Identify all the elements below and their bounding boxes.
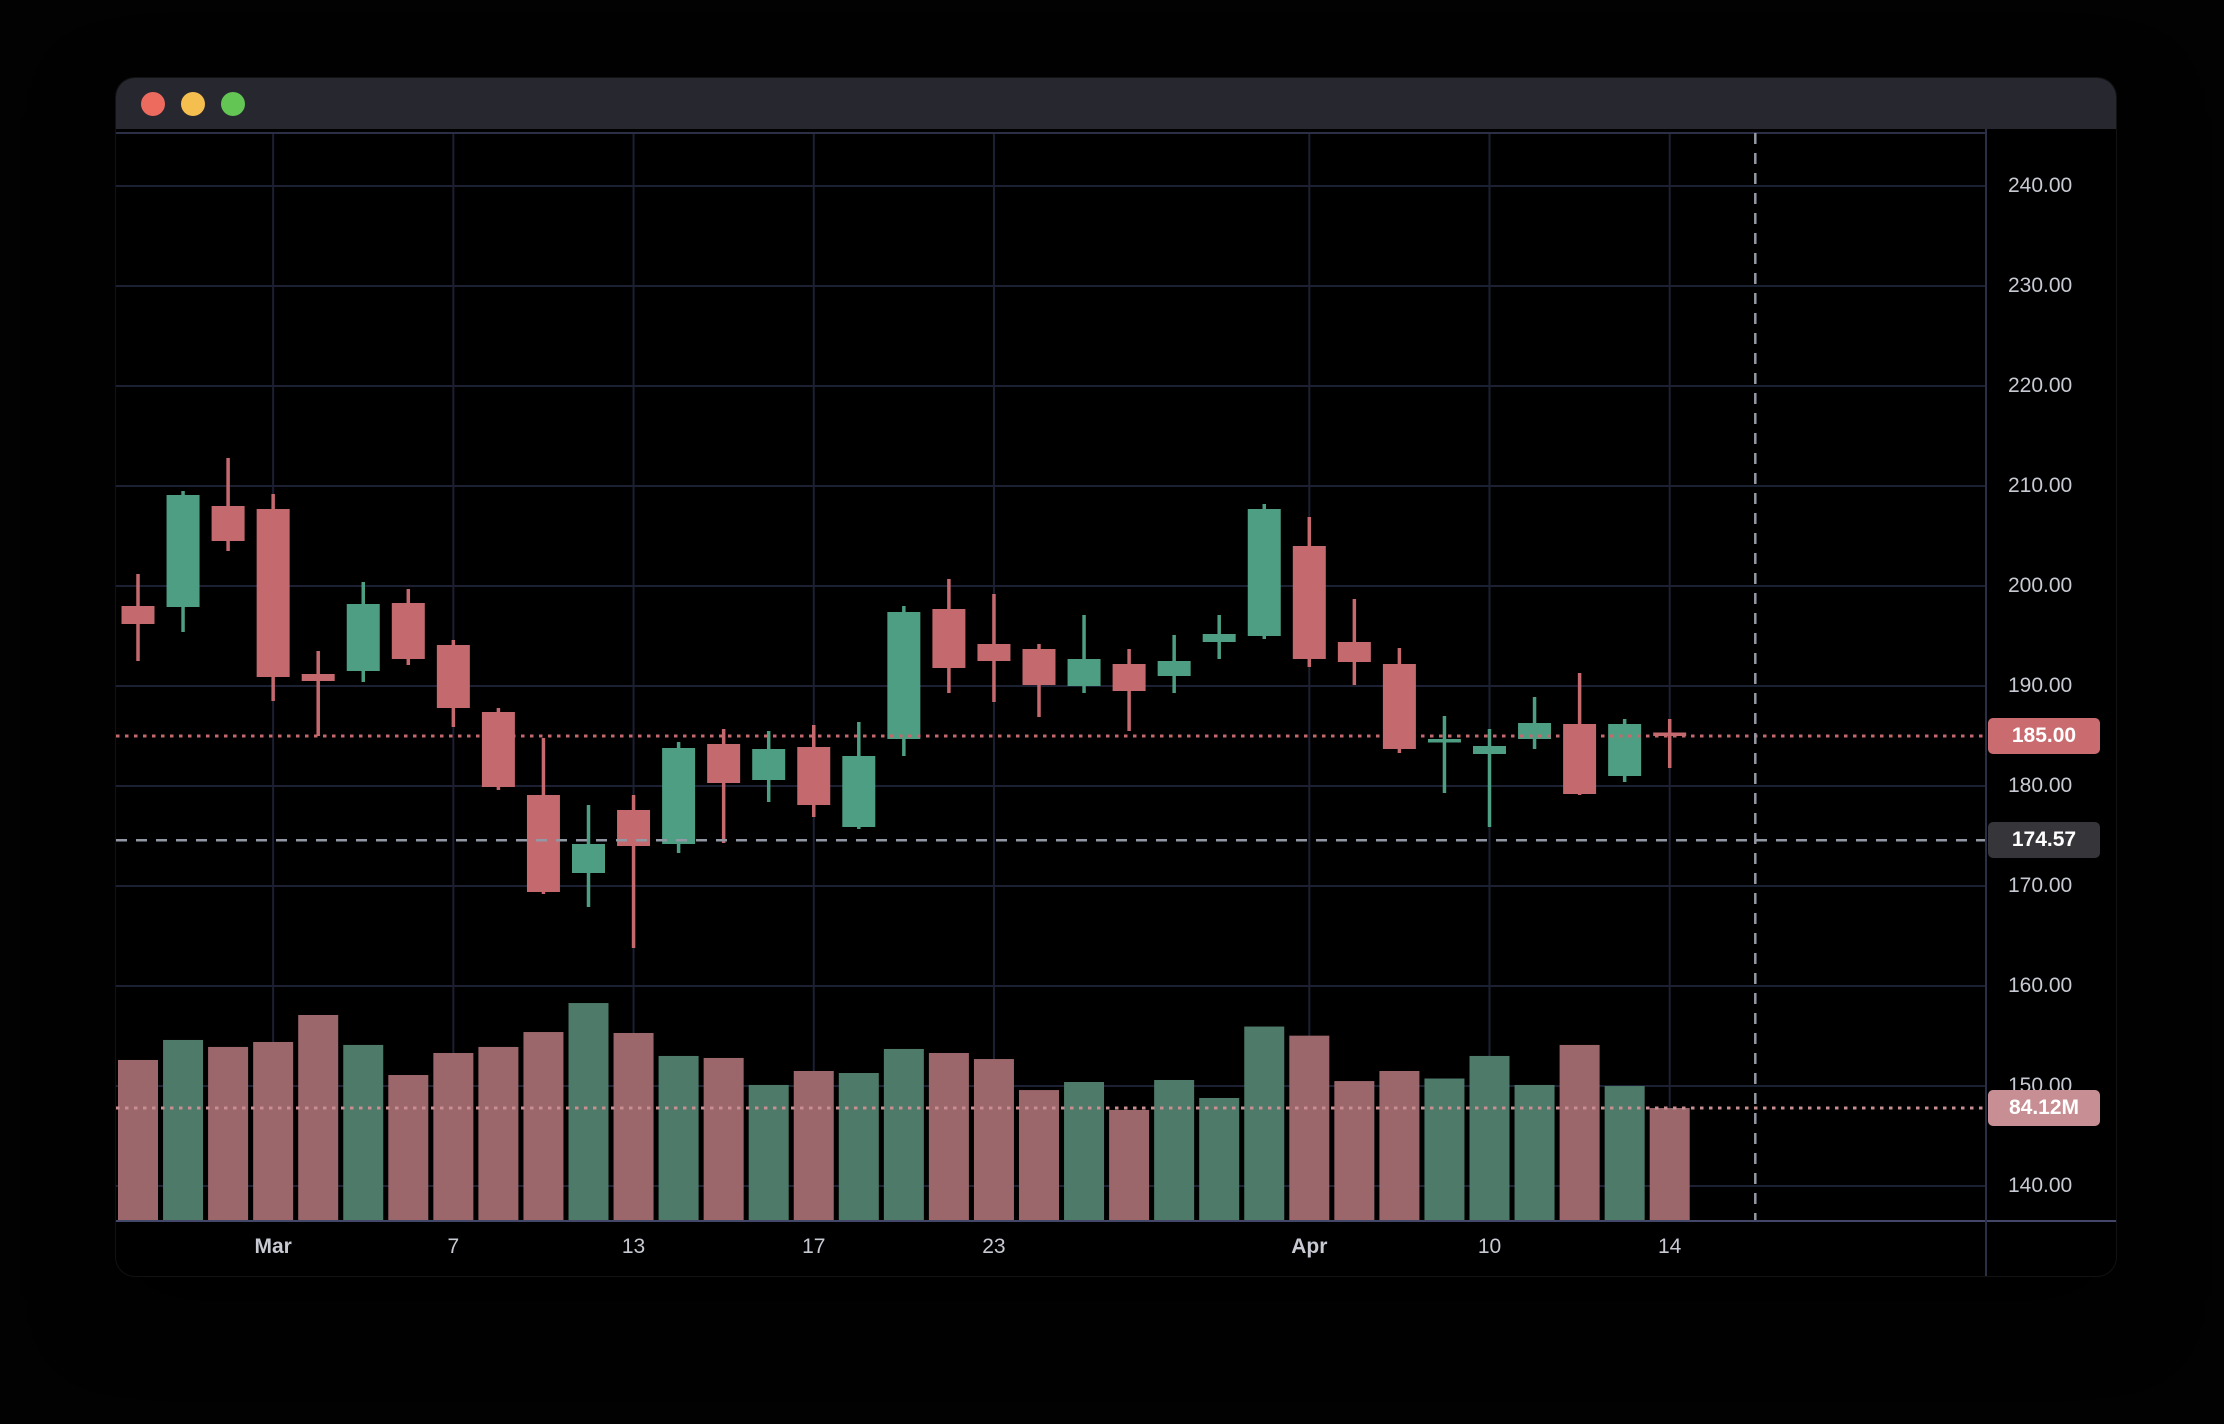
crosshair-price-badge: 174.57: [1988, 822, 2100, 859]
minimize-button-icon[interactable]: [181, 92, 205, 116]
price-axis-label: 160.00: [2008, 974, 2073, 997]
price-axis-label: 140.00: [2008, 1174, 2073, 1197]
price-axis-label: 240.00: [2008, 174, 2073, 197]
time-axis-label: 7: [447, 1235, 460, 1258]
price-axis[interactable]: 240.00 230.00 220.00 210.00 200.00 190.00 180.…: [1986, 129, 2116, 1221]
time-axis-label: 23: [982, 1235, 1006, 1258]
time-axis-label: Mar: [254, 1235, 292, 1258]
volume-badge: 84.12M: [1988, 1090, 2100, 1127]
price-axis-label: 190.00: [2008, 674, 2073, 697]
chart-canvas[interactable]: [116, 129, 2116, 1276]
price-axis-label: 210.00: [2008, 474, 2073, 497]
price-axis-label: 230.00: [2008, 274, 2073, 297]
zoom-button-icon[interactable]: [221, 92, 245, 116]
price-axis-label: 180.00: [2008, 774, 2073, 797]
time-axis[interactable]: Mar 7 13 17 23 Apr 10 14: [116, 1221, 1986, 1276]
last-price-badge: 185.00: [1988, 718, 2100, 754]
price-axis-label: 170.00: [2008, 874, 2073, 897]
time-axis-label: Apr: [1291, 1235, 1328, 1258]
time-axis-label: 14: [1658, 1235, 1682, 1258]
time-axis-label: 17: [802, 1235, 826, 1258]
price-axis-label: 200.00: [2008, 574, 2073, 597]
price-axis-label: 220.00: [2008, 374, 2073, 397]
time-axis-label: 13: [621, 1235, 646, 1258]
close-button-icon[interactable]: [141, 92, 165, 116]
app-window: 240.00 230.00 220.00 210.00 200.00 190.00 180.…: [115, 77, 2117, 1277]
window-titlebar[interactable]: [116, 78, 2116, 130]
chart-region: 240.00 230.00 220.00 210.00 200.00 190.00 180.…: [116, 129, 2116, 1276]
candlestick-chart[interactable]: [116, 129, 2116, 1276]
time-axis-label: 10: [1477, 1235, 1502, 1258]
